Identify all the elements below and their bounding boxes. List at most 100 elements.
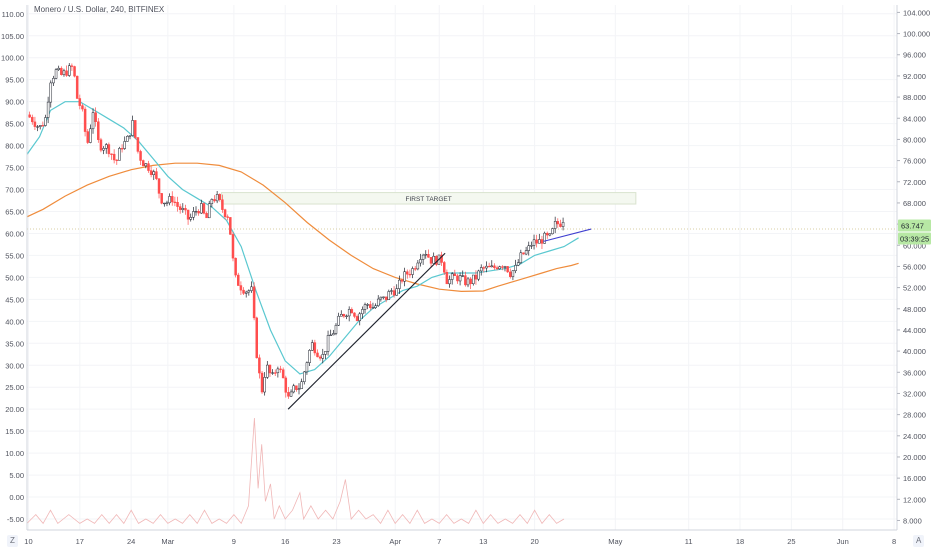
candle-body bbox=[371, 307, 375, 309]
candle-body bbox=[366, 304, 369, 306]
candle-body bbox=[551, 228, 554, 235]
candle-body bbox=[260, 372, 264, 393]
countdown-badge bbox=[898, 232, 931, 245]
candle-body bbox=[176, 202, 179, 207]
candle-body bbox=[218, 194, 222, 200]
candle-body bbox=[318, 356, 322, 359]
candle-body bbox=[530, 245, 533, 247]
target-zone[interactable]: FIRST TARGET bbox=[220, 192, 637, 205]
candle-body bbox=[413, 268, 417, 270]
candle-body bbox=[429, 257, 433, 264]
x-tick-label: 11 bbox=[685, 537, 693, 546]
candle-body bbox=[165, 202, 169, 204]
candle-body bbox=[355, 316, 359, 321]
left-tick-label: 15.00 bbox=[5, 427, 24, 436]
right-tick-label: 72.000 bbox=[903, 178, 926, 187]
log-scale-toggle[interactable]: Z bbox=[7, 535, 18, 547]
candle-body bbox=[279, 368, 282, 370]
candle-body bbox=[477, 270, 480, 280]
candle-body bbox=[538, 239, 541, 244]
candle-body bbox=[340, 314, 343, 317]
candle-body bbox=[110, 153, 113, 155]
left-tick-label: 10.00 bbox=[5, 449, 24, 458]
left-tick-label: 40.00 bbox=[5, 317, 24, 326]
candle-body bbox=[337, 315, 340, 326]
candle-body bbox=[168, 196, 171, 204]
candle-body bbox=[287, 392, 290, 397]
candle-body bbox=[469, 278, 472, 285]
x-tick-label: Mar bbox=[161, 537, 174, 546]
candle-body bbox=[78, 98, 82, 106]
right-tick-label: 24.000 bbox=[903, 432, 926, 441]
candle-body bbox=[112, 153, 116, 161]
right-tick-label: 88.000 bbox=[903, 93, 926, 102]
candle-body bbox=[52, 78, 55, 84]
candle-body bbox=[247, 290, 251, 293]
candle-body bbox=[305, 362, 309, 373]
candle-body bbox=[239, 285, 243, 291]
candle-body bbox=[242, 289, 245, 294]
right-tick-label: 36.000 bbox=[903, 368, 926, 377]
candle-body bbox=[442, 262, 446, 273]
candle-body bbox=[556, 221, 560, 225]
candle-body bbox=[535, 239, 538, 244]
countdown-label: 03:39:25 bbox=[900, 234, 929, 243]
left-tick-label: 75.00 bbox=[5, 164, 24, 173]
gridlines bbox=[27, 5, 897, 530]
candle-body bbox=[374, 305, 377, 309]
candle-body bbox=[258, 357, 261, 374]
left-tick-label: 20.00 bbox=[5, 405, 24, 414]
candle-body bbox=[519, 252, 523, 263]
right-tick-label: 60.000 bbox=[903, 241, 926, 250]
auto-scale-button[interactable]: A bbox=[913, 535, 925, 547]
candle-body bbox=[561, 222, 565, 227]
candle-body bbox=[181, 208, 185, 210]
moving-averages bbox=[26, 101, 579, 375]
candle-body bbox=[134, 120, 137, 138]
candle-body bbox=[107, 144, 111, 155]
right-tick-label: 80.000 bbox=[903, 135, 926, 144]
x-tick-label: 18 bbox=[736, 537, 744, 546]
right-tick-label: 76.000 bbox=[903, 157, 926, 166]
candle-body bbox=[479, 267, 483, 272]
candle-body bbox=[376, 298, 380, 307]
left-tick-label: 100.00 bbox=[1, 54, 24, 63]
candle-body bbox=[86, 131, 89, 143]
candle-body bbox=[292, 385, 295, 393]
candle-body bbox=[390, 290, 393, 292]
candle-body bbox=[178, 206, 182, 210]
candle-body bbox=[350, 309, 354, 314]
candle-body bbox=[94, 112, 97, 122]
candle-body bbox=[102, 148, 105, 151]
candle-body bbox=[131, 120, 134, 136]
candle-body bbox=[506, 266, 509, 273]
candle-body bbox=[44, 117, 47, 126]
candle-body bbox=[33, 121, 37, 127]
candle-body bbox=[136, 137, 140, 152]
candle-body bbox=[450, 273, 454, 280]
candle-body bbox=[408, 273, 412, 276]
candle-body bbox=[384, 296, 388, 300]
candle-body bbox=[231, 234, 235, 259]
trendlines[interactable] bbox=[287, 228, 592, 410]
candle-body bbox=[474, 274, 478, 280]
candle-body bbox=[28, 114, 31, 118]
candle-body bbox=[427, 254, 430, 258]
x-tick-label: 9 bbox=[232, 537, 236, 546]
candle-body bbox=[326, 335, 330, 352]
left-tick-label: 5.00 bbox=[9, 471, 24, 480]
candle-body bbox=[192, 211, 195, 218]
candle-body bbox=[498, 266, 501, 270]
price-labels: 63.747 03:39:25 bbox=[898, 219, 931, 245]
candle-body bbox=[70, 65, 74, 67]
candle-body bbox=[303, 371, 306, 382]
candle-body bbox=[255, 317, 259, 359]
x-tick-label: 8 bbox=[892, 537, 896, 546]
candle-body bbox=[313, 342, 317, 354]
candle-body bbox=[540, 239, 544, 244]
candle-body bbox=[118, 148, 121, 161]
candle-body bbox=[144, 163, 148, 167]
candle-body bbox=[472, 274, 475, 285]
candle-body bbox=[250, 286, 253, 291]
